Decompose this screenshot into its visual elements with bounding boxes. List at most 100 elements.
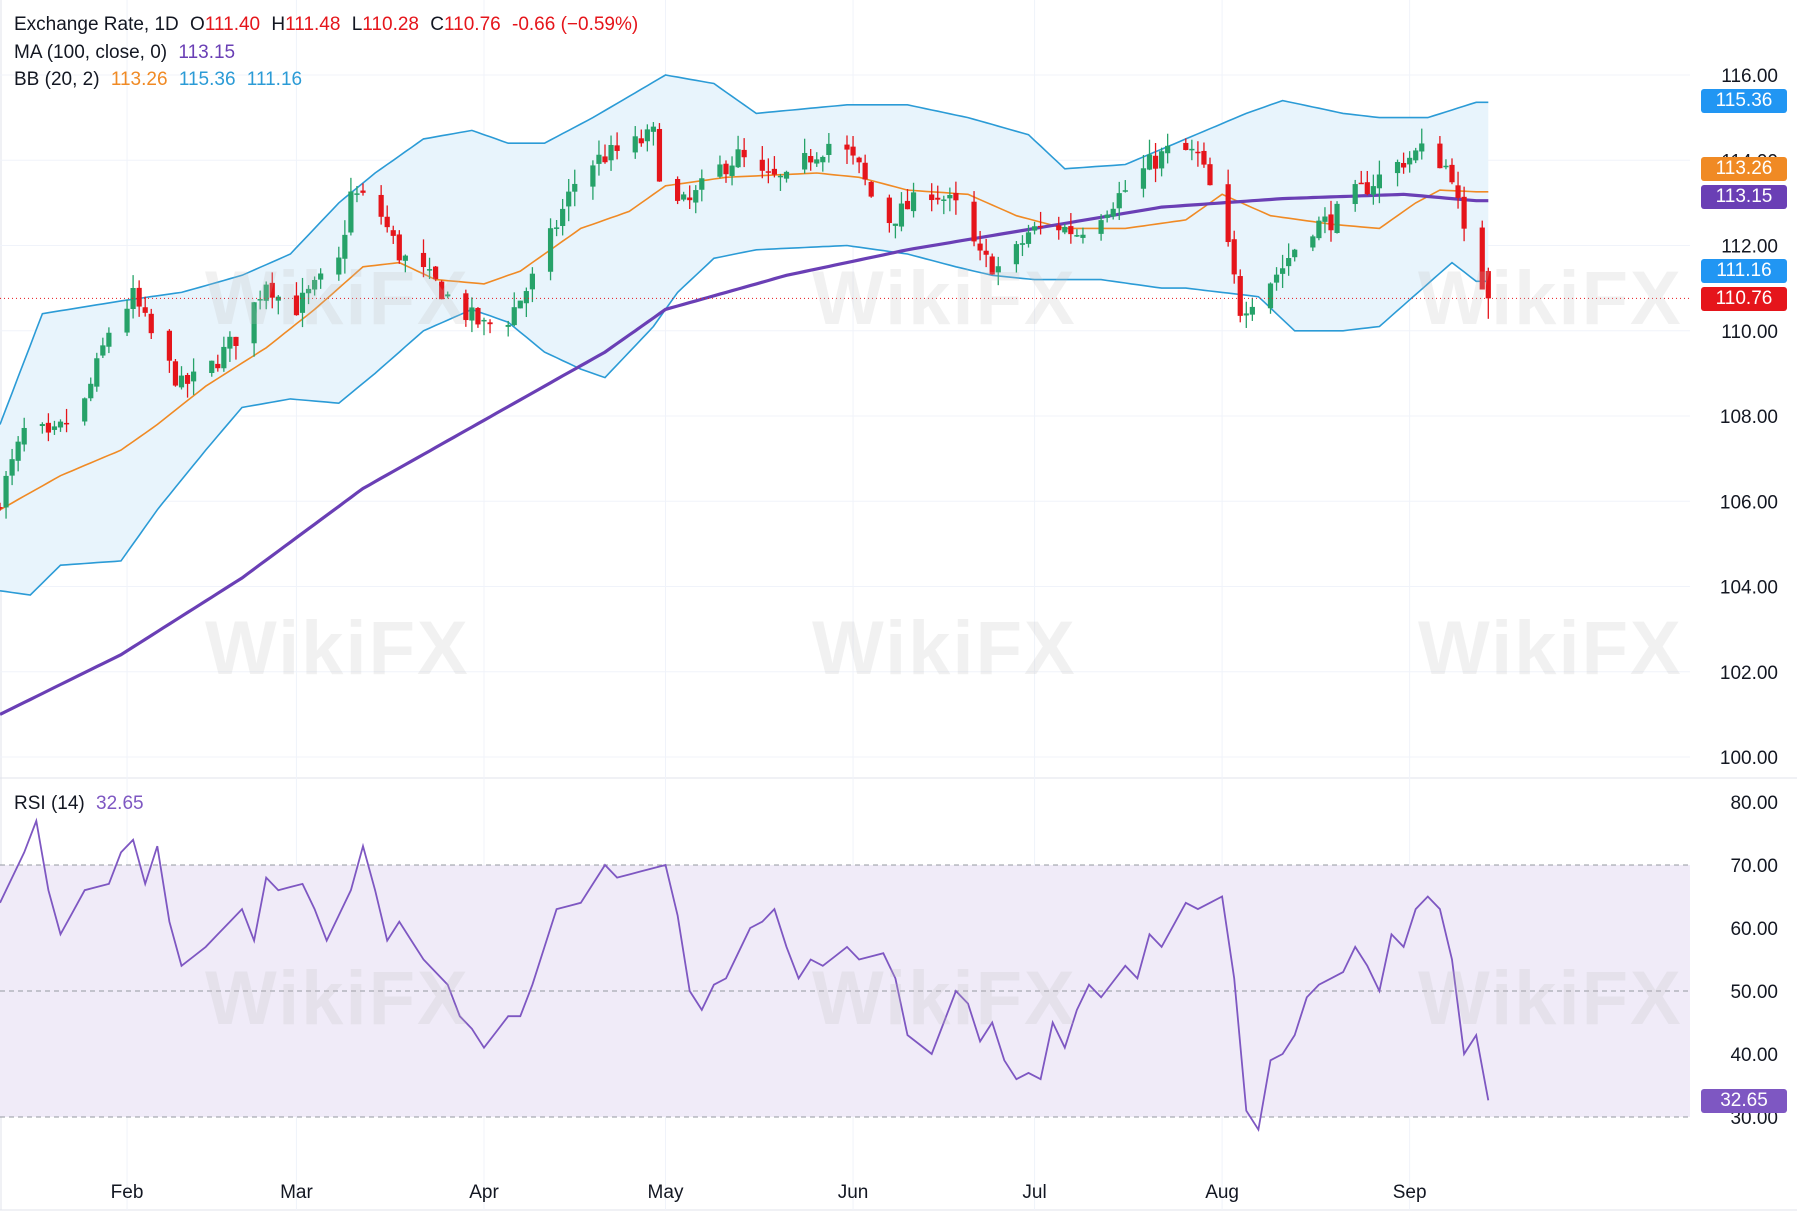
candle-body	[1231, 239, 1237, 275]
candle-body	[735, 149, 741, 168]
candle-body	[360, 190, 366, 193]
bb-legend: BB (20, 2) 113.26 115.36 111.16	[14, 69, 308, 91]
candle-body	[1031, 226, 1038, 231]
candle-body	[771, 168, 777, 175]
candle-body	[892, 223, 898, 226]
candle-body	[971, 201, 977, 242]
candle-body	[1110, 208, 1116, 217]
candle-body	[1183, 142, 1189, 150]
candle-body	[1485, 271, 1491, 299]
bollinger-upper-line	[0, 74, 1489, 425]
candle-body	[935, 197, 941, 200]
candle-body	[348, 191, 354, 233]
candle-body	[1165, 145, 1171, 154]
watermark: WikiFX	[812, 256, 1077, 341]
candle-body	[1152, 155, 1159, 169]
candle-body	[820, 156, 826, 163]
candle-body	[1273, 274, 1280, 283]
candle-body	[953, 192, 959, 201]
candle-body	[977, 243, 983, 251]
candle-body	[318, 273, 324, 280]
candle-body	[566, 191, 572, 207]
candle-body	[650, 126, 656, 132]
rsi-axis-tick: 30.00	[1730, 1108, 1778, 1129]
watermark: WikiFX	[1418, 956, 1683, 1041]
candle-body	[233, 336, 239, 346]
time-axis-tick: Aug	[1205, 1182, 1239, 1203]
candle-body	[251, 302, 257, 344]
candle-body	[844, 144, 850, 150]
candle-body	[656, 128, 663, 182]
tag-ma: 113.15	[1701, 185, 1787, 209]
time-axis-tick: Apr	[469, 1182, 499, 1203]
watermark: WikiFX	[1418, 606, 1683, 691]
candle-body	[1062, 226, 1068, 233]
candle-body	[390, 230, 396, 236]
moving-average-line	[0, 192, 1489, 716]
watermark: WikiFX	[205, 606, 470, 691]
candle-body	[305, 288, 312, 294]
candle-body	[1455, 185, 1461, 198]
candle-body	[614, 145, 620, 151]
candle-body	[263, 284, 269, 301]
candle-body	[814, 159, 820, 164]
candle-body	[1413, 150, 1419, 161]
candle-body	[342, 234, 348, 259]
candle-body	[904, 200, 911, 210]
candle-body	[402, 255, 408, 261]
candle-body	[1449, 164, 1455, 183]
candle-body	[106, 332, 112, 347]
rsi-axis-tick: 70.00	[1730, 856, 1778, 877]
candle-body	[1146, 154, 1153, 170]
ma-legend-label: MA (100, close, 0)	[14, 42, 168, 63]
candle-body	[759, 159, 765, 171]
candle-body	[862, 162, 868, 180]
candle-body	[1479, 227, 1485, 290]
candle-body	[638, 138, 644, 144]
candle-body	[947, 194, 953, 199]
candle-body	[1080, 234, 1086, 238]
candle-body	[1207, 164, 1213, 186]
candle-body	[529, 273, 535, 290]
tag-bb-upper: 115.36	[1701, 89, 1787, 113]
candle-body	[1328, 214, 1334, 231]
bb-legend-mid: 113.26	[110, 69, 168, 90]
ma-legend: MA (100, close, 0) 113.15	[14, 42, 241, 64]
candle-body	[299, 292, 306, 313]
candle-body	[1334, 203, 1340, 234]
candle-body	[1370, 186, 1376, 195]
tag-rsi: 32.65	[1701, 1089, 1787, 1113]
candle-body	[1074, 235, 1080, 237]
candle-body	[1461, 196, 1467, 229]
candle-body	[221, 346, 227, 369]
candle-body	[608, 144, 614, 161]
price-axis-tick: 100.00	[1720, 748, 1778, 769]
candle-body	[910, 192, 917, 212]
rsi-line	[0, 817, 1490, 1133]
candle-body	[723, 163, 729, 175]
tag-bb-lower: 111.16	[1701, 259, 1787, 283]
candle-body	[1104, 214, 1110, 218]
time-axis-tick: May	[648, 1182, 684, 1203]
candle-body	[1056, 225, 1062, 231]
candle-body	[378, 194, 384, 217]
rsi-legend-label: RSI (14)	[14, 793, 85, 814]
rsi-legend-value: 32.65	[96, 793, 144, 814]
candle-body	[463, 293, 469, 321]
candle-body	[57, 421, 64, 428]
time-axis-tick: Sep	[1393, 1182, 1427, 1203]
candle-body	[1358, 182, 1364, 185]
candle-body	[826, 143, 832, 155]
candle-body	[215, 363, 221, 369]
price-axis-tick: 116.00	[1721, 66, 1778, 87]
candle-body	[644, 129, 650, 142]
legend-open-label: O	[190, 14, 205, 35]
legend-close-label: C	[430, 14, 445, 35]
candle-body	[136, 287, 142, 307]
candle-body	[487, 322, 493, 325]
candle-body	[1322, 216, 1328, 222]
candle-body	[802, 152, 808, 170]
candle-body	[765, 171, 771, 173]
candle-body	[269, 282, 275, 298]
